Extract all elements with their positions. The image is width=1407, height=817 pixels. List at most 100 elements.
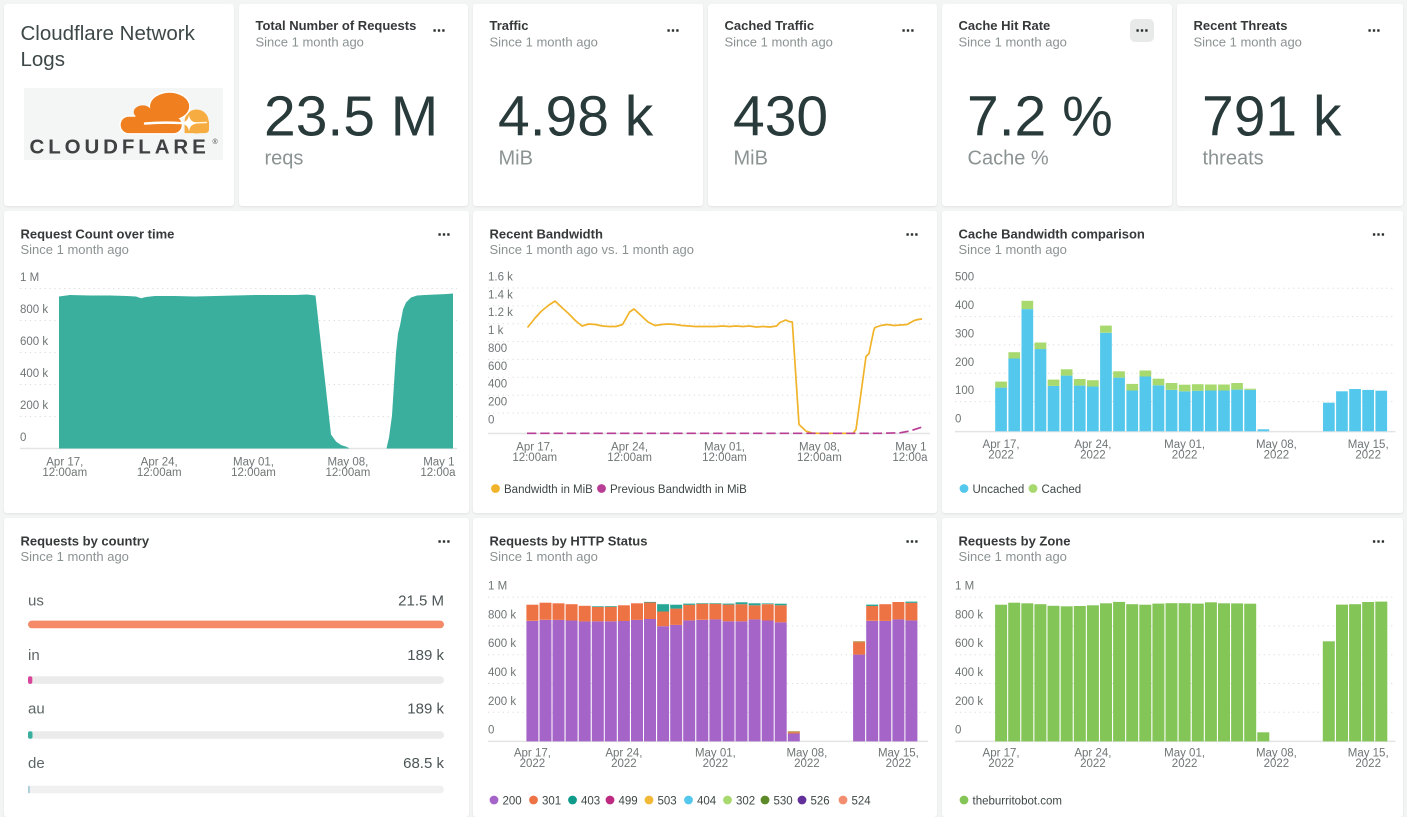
svg-text:1 M: 1 M [955, 581, 974, 593]
svg-text:1.2 k: 1.2 k [488, 307, 513, 319]
svg-text:reqs: reqs [264, 148, 303, 170]
svg-text:100: 100 [955, 385, 974, 397]
svg-text:1 M: 1 M [20, 272, 39, 284]
svg-text:May 08,: May 08, [799, 441, 840, 453]
svg-text:Apr 17,: Apr 17, [982, 748, 1019, 760]
svg-text:530: 530 [774, 796, 793, 808]
svg-text:12:00am: 12:00am [137, 467, 182, 479]
svg-text:200 k: 200 k [955, 696, 983, 708]
svg-text:12:00am: 12:00am [231, 467, 276, 479]
svg-text:Cache Bandwidth comparison: Cache Bandwidth comparison [958, 226, 1144, 241]
svg-text:0: 0 [20, 432, 26, 444]
svg-text:2022: 2022 [1080, 449, 1106, 461]
svg-text:2022: 2022 [1263, 449, 1289, 461]
svg-text:May 01,: May 01, [1164, 748, 1205, 760]
svg-text:400 k: 400 k [955, 667, 983, 679]
svg-text:1.6 k: 1.6 k [488, 271, 513, 283]
svg-text:Cache Hit Rate: Cache Hit Rate [959, 18, 1051, 33]
svg-text:2022: 2022 [1171, 449, 1197, 461]
svg-text:0: 0 [488, 725, 494, 737]
svg-text:7.2 %: 7.2 % [967, 85, 1113, 149]
svg-text:2022: 2022 [1080, 758, 1106, 770]
svg-text:Apr 24,: Apr 24, [1074, 748, 1111, 760]
svg-text:68.5 k: 68.5 k [403, 755, 444, 772]
svg-text:threats: threats [1202, 148, 1263, 170]
svg-text:600 k: 600 k [488, 638, 516, 650]
svg-text:1 k: 1 k [488, 325, 504, 337]
svg-text:300: 300 [955, 328, 974, 340]
svg-text:189 k: 189 k [407, 647, 444, 664]
svg-text:403: 403 [581, 796, 600, 808]
svg-text:800 k: 800 k [955, 609, 983, 621]
svg-text:2022: 2022 [886, 758, 912, 770]
svg-text:May 15,: May 15, [878, 748, 919, 760]
svg-text:Request Count over time: Request Count over time [21, 226, 175, 241]
svg-text:May 15,: May 15, [1347, 748, 1388, 760]
svg-text:Since 1 month ago vs. 1 month: Since 1 month ago vs. 1 month ago [490, 242, 695, 257]
svg-text:400 k: 400 k [20, 368, 48, 380]
svg-text:0: 0 [955, 413, 961, 425]
svg-text:®: ® [213, 138, 219, 146]
svg-text:302: 302 [736, 796, 755, 808]
svg-text:Since 1 month ago: Since 1 month ago [724, 35, 832, 50]
svg-text:May 1: May 1 [895, 441, 926, 453]
svg-text:404: 404 [697, 796, 717, 808]
svg-text:May 15,: May 15, [1347, 439, 1388, 451]
svg-text:12:00a: 12:00a [892, 452, 928, 464]
svg-text:600: 600 [488, 360, 507, 372]
svg-text:in: in [28, 647, 40, 664]
svg-text:Requests by country: Requests by country [21, 534, 150, 549]
svg-text:Total Number of Requests: Total Number of Requests [255, 18, 416, 33]
svg-text:200 k: 200 k [488, 696, 516, 708]
svg-text:0: 0 [488, 414, 494, 426]
svg-text:500: 500 [955, 271, 974, 283]
svg-text:May 01,: May 01, [233, 456, 274, 468]
svg-text:12:00am: 12:00am [797, 452, 842, 464]
svg-text:600 k: 600 k [955, 638, 983, 650]
svg-text:400: 400 [955, 300, 974, 312]
svg-text:200 k: 200 k [20, 400, 48, 412]
svg-text:301: 301 [542, 796, 561, 808]
svg-text:189 k: 189 k [407, 701, 444, 718]
svg-text:May 1: May 1 [423, 456, 454, 468]
svg-text:2022: 2022 [1355, 758, 1381, 770]
svg-text:MiB: MiB [733, 148, 767, 170]
svg-text:Apr 17,: Apr 17, [514, 748, 551, 760]
svg-text:12:00am: 12:00am [702, 452, 747, 464]
svg-text:21.5 M: 21.5 M [398, 592, 444, 609]
svg-text:800 k: 800 k [20, 304, 48, 316]
svg-text:0: 0 [955, 725, 961, 737]
svg-text:Since 1 month ago: Since 1 month ago [21, 242, 129, 257]
svg-text:Previous Bandwidth in MiB: Previous Bandwidth in MiB [610, 484, 747, 496]
svg-text:de: de [28, 755, 45, 772]
svg-text:Apr 24,: Apr 24, [605, 748, 642, 760]
svg-text:200: 200 [955, 356, 974, 368]
svg-text:12:00am: 12:00am [326, 467, 371, 479]
svg-text:400 k: 400 k [488, 667, 516, 679]
svg-text:800 k: 800 k [488, 609, 516, 621]
svg-text:theburritobot.com: theburritobot.com [972, 796, 1062, 808]
svg-text:4.98 k: 4.98 k [498, 85, 654, 149]
svg-text:2022: 2022 [988, 449, 1014, 461]
svg-text:Apr 24,: Apr 24, [1074, 439, 1111, 451]
svg-text:Since 1 month ago: Since 1 month ago [959, 35, 1067, 50]
svg-text:Apr 17,: Apr 17, [516, 441, 553, 453]
svg-text:12:00am: 12:00am [512, 452, 557, 464]
svg-text:Recent Bandwidth: Recent Bandwidth [490, 226, 603, 241]
svg-text:Apr 24,: Apr 24, [141, 456, 178, 468]
svg-text:Since 1 month ago: Since 1 month ago [255, 35, 363, 50]
svg-text:2022: 2022 [520, 758, 546, 770]
svg-text:12:00am: 12:00am [607, 452, 652, 464]
svg-text:Cache %: Cache % [968, 148, 1049, 170]
svg-text:2022: 2022 [794, 758, 820, 770]
svg-text:Requests by HTTP Status: Requests by HTTP Status [490, 534, 648, 549]
svg-text:Cached Traffic: Cached Traffic [724, 18, 814, 33]
svg-text:MiB: MiB [499, 148, 533, 170]
svg-text:Traffic: Traffic [490, 18, 529, 33]
svg-text:Since 1 month ago: Since 1 month ago [21, 549, 129, 564]
svg-text:524: 524 [852, 796, 872, 808]
svg-text:au: au [28, 701, 45, 718]
svg-text:200: 200 [488, 396, 507, 408]
svg-text:Since 1 month ago: Since 1 month ago [958, 549, 1066, 564]
svg-text:Cached: Cached [1041, 484, 1081, 496]
